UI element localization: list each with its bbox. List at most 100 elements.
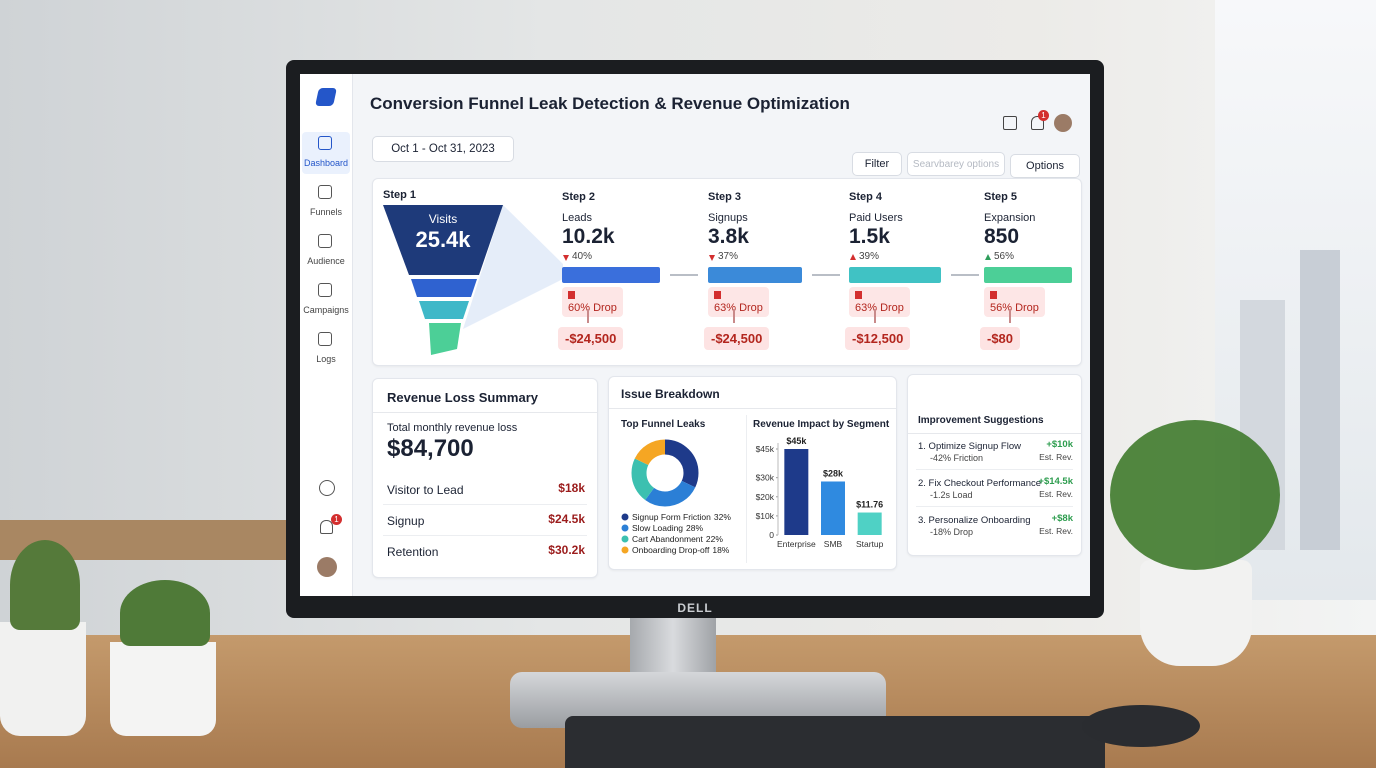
date-range-picker[interactable]: Oct 1 - Oct 31, 2023: [372, 136, 514, 162]
nav-icon[interactable]: [318, 234, 332, 248]
flow-arrow: [812, 274, 840, 276]
step-bar: [708, 267, 802, 283]
funnel-step-value: 25.4k: [415, 227, 471, 252]
x-tick-label: SMB: [824, 539, 843, 549]
suggestion-note: Est. Rev.: [1039, 489, 1073, 499]
row-value: $24.5k: [548, 512, 585, 526]
filter-button[interactable]: Filter: [852, 152, 902, 176]
suggestion-title: 2. Fix Checkout Performance: [918, 478, 1042, 489]
divider: [383, 535, 587, 536]
funnel-layer: [419, 301, 469, 319]
funnel-layer: [429, 323, 461, 355]
card-title: Improvement Suggestions: [918, 415, 1044, 426]
drop-chip: 63% Drop: [708, 287, 769, 317]
legend-label: Slow Loading: [632, 523, 683, 533]
drop-rate: 63% Drop: [855, 302, 904, 314]
bell-icon[interactable]: [1031, 116, 1044, 130]
screen: Dashboard Funnels Audience Campaigns Logs 1 C…: [300, 74, 1090, 596]
nav-item[interactable]: Audience: [307, 256, 345, 266]
divider: [908, 433, 1081, 434]
suggestion-detail: -18% Drop: [930, 527, 974, 537]
drop-chip: 63% Drop: [849, 287, 910, 317]
search-placeholder: Searvbarey options: [912, 158, 1000, 170]
step-label: Step 1: [383, 189, 417, 201]
funnel-glow: [463, 205, 563, 329]
avatar[interactable]: [317, 557, 337, 577]
y-tick-label: $30k: [756, 473, 775, 483]
donut-segment: [631, 439, 699, 507]
donut-segment: [631, 439, 699, 507]
conversion-rate: 39%: [859, 251, 880, 262]
step-label: Step 4: [849, 191, 883, 203]
conversion-rate: 37%: [718, 251, 739, 262]
nav-icon[interactable]: [318, 332, 332, 346]
revenue-loss: -$12,500: [845, 327, 911, 350]
step-label: Step 2: [562, 191, 596, 203]
row-value: $30.2k: [548, 543, 585, 557]
sidebar: Dashboard Funnels Audience Campaigns Logs 1: [300, 74, 353, 596]
legend-swatch: [621, 546, 629, 554]
chart-title: Top Funnel Leaks: [621, 419, 706, 430]
bar: [821, 481, 845, 535]
options-button[interactable]: Options: [1010, 154, 1080, 178]
y-tick-label: $20k: [756, 492, 775, 502]
nav-item[interactable]: Dashboard: [303, 158, 349, 168]
flow-arrow: [670, 274, 698, 276]
arrow-down: [874, 309, 876, 323]
logo[interactable]: [315, 88, 337, 106]
bar: [784, 449, 809, 535]
funnel-layer: [411, 279, 477, 297]
suggestion-detail: -1.2s Load: [930, 490, 973, 500]
notification-badge: 1: [331, 514, 342, 525]
step-value: 10.2k: [562, 225, 615, 248]
bar-value-label: $28k: [823, 468, 844, 478]
plant-leaves: [1110, 420, 1280, 570]
step-bar: [562, 267, 660, 283]
step-bar: [984, 267, 1072, 283]
flag-icon: [990, 291, 997, 299]
nav-icon[interactable]: [318, 136, 332, 150]
monitor-brand: DELL: [677, 601, 713, 615]
chart-title: Revenue Impact by Segment: [753, 419, 890, 430]
y-tick-label: $45k: [756, 444, 775, 454]
step-name: Signups: [708, 212, 748, 224]
nav-item[interactable]: Campaigns: [303, 305, 349, 315]
notification-badge: 1: [1038, 110, 1049, 121]
legend-value: 18%: [712, 545, 729, 555]
flag-icon: [714, 291, 721, 299]
drop-rate: 56% Drop: [990, 302, 1039, 314]
step-name: Paid Users: [849, 212, 903, 224]
filter-label: Filter: [864, 158, 890, 170]
calendar-icon[interactable]: [1003, 116, 1017, 130]
flow-arrow: [951, 274, 979, 276]
nav-icon[interactable]: [318, 185, 332, 199]
mouse: [1082, 705, 1200, 747]
bell-icon[interactable]: [320, 520, 333, 534]
suggestion-gain: +$14.5k: [1038, 476, 1073, 487]
legend-label: Onboarding Drop-off: [632, 545, 710, 555]
trend-icon: [563, 255, 569, 261]
plant-pot: [1140, 560, 1252, 666]
nav-icon[interactable]: [318, 283, 332, 297]
divider: [373, 412, 597, 413]
nav-item[interactable]: Funnels: [309, 207, 343, 217]
trend-icon: [850, 254, 856, 260]
suggestion-title: 1. Optimize Signup Flow: [918, 441, 1021, 452]
trend-icon: [985, 254, 991, 260]
avatar[interactable]: [1054, 114, 1072, 132]
nav-active-bg: [302, 132, 350, 174]
search-box[interactable]: Searvbarey options: [907, 152, 1005, 176]
plant-pot: [110, 642, 216, 736]
plant-leaves: [120, 580, 210, 646]
nav-item[interactable]: Logs: [316, 354, 336, 364]
drop-rate: 60% Drop: [568, 302, 617, 314]
step-label: Step 3: [708, 191, 742, 203]
flag-icon: [855, 291, 862, 299]
help-icon[interactable]: [319, 480, 335, 496]
revenue-loss: -$24,500: [704, 327, 770, 350]
funnel-layer: [383, 205, 503, 275]
funnel-card: Step 1 Visits 25.4k Step 2 Leads 10.2k 40% 60% …: [372, 178, 1082, 366]
x-tick-label: Enterprise: [777, 539, 816, 549]
row-label: Visitor to Lead: [387, 483, 464, 497]
